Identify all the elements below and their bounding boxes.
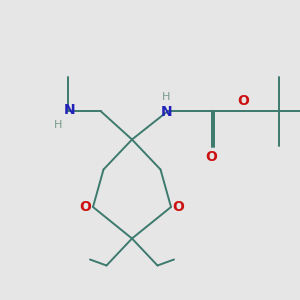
Text: O: O	[80, 200, 92, 214]
Text: N: N	[64, 103, 76, 116]
Text: O: O	[237, 94, 249, 108]
Text: O: O	[206, 150, 218, 164]
Text: H: H	[54, 119, 63, 130]
Text: O: O	[172, 200, 184, 214]
Text: H: H	[162, 92, 171, 103]
Text: N: N	[161, 105, 172, 118]
